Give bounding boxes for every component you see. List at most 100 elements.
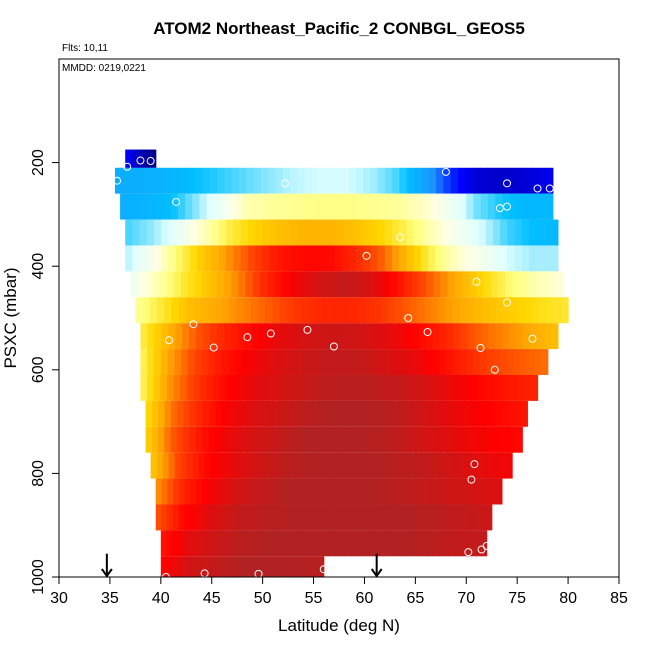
heatmap-cell-7-20 xyxy=(279,323,288,350)
heatmap-cell-4-4 xyxy=(154,245,162,272)
heatmap-cell-12-27 xyxy=(313,452,320,479)
heatmap-cell-5-6 xyxy=(173,271,182,298)
heatmap-cell-10-15 xyxy=(241,400,248,427)
heatmap-cell-11-25 xyxy=(302,426,310,453)
heatmap-cell-6-36 xyxy=(395,297,403,324)
heatmap-cell-10-55 xyxy=(495,400,503,427)
heatmap-cell-8-16 xyxy=(249,349,257,375)
heatmap-cell-7-36 xyxy=(390,323,399,350)
heatmap-cell-1-54 xyxy=(509,167,517,194)
heatmap-cell-13-33 xyxy=(346,478,353,505)
heatmap-cell-15-53 xyxy=(448,530,455,557)
heatmap-cell-13-45 xyxy=(415,478,422,505)
heatmap-cell-11-12 xyxy=(220,426,228,453)
y-tick-label-0: 200 xyxy=(30,149,47,176)
heatmap-cell-2-9 xyxy=(185,193,193,220)
heatmap-cell-2-19 xyxy=(257,193,265,220)
heatmap-cell-10-39 xyxy=(393,400,401,427)
heatmap-cell-11-33 xyxy=(352,426,360,453)
heatmap-cell-4-7 xyxy=(175,245,184,272)
heatmap-cell-8-0 xyxy=(140,349,148,375)
flight-arrow-1 xyxy=(370,553,383,578)
heatmap-cell-14-12 xyxy=(222,504,230,531)
heatmap-cell-14-20 xyxy=(267,504,274,531)
heatmap-cell-14-38 xyxy=(368,504,375,531)
heatmap-cell-3-55 xyxy=(521,219,530,246)
heatmap-cell-16-25 xyxy=(228,556,233,577)
heatmap-cell-7-58 xyxy=(543,323,552,350)
heatmap-cell-12-37 xyxy=(373,452,381,479)
heatmap-cell-3-30 xyxy=(341,219,350,246)
heatmap-cell-6-3 xyxy=(157,297,165,324)
heatmap-cell-15-28 xyxy=(312,530,319,557)
heatmap-cell-3-32 xyxy=(355,219,364,246)
heatmap-cell-5-1 xyxy=(137,271,146,298)
heatmap-cell-9-14 xyxy=(233,374,241,401)
heatmap-cell-11-29 xyxy=(327,426,335,453)
heatmap-cell-10-53 xyxy=(482,400,490,427)
heatmap-cell-1-20 xyxy=(260,167,269,194)
heatmap-cell-4-17 xyxy=(247,245,256,272)
x-tick-label-9: 75 xyxy=(508,590,526,607)
heatmap-cell-11-31 xyxy=(340,426,348,453)
heatmap-cell-13-53 xyxy=(461,478,468,505)
heatmap-cell-11-0 xyxy=(145,426,153,453)
heatmap-cell-1-22 xyxy=(275,167,284,194)
heatmap-cell-7-44 xyxy=(446,323,455,350)
heatmap-cell-2-49 xyxy=(473,193,482,220)
heatmap-cell-15-45 xyxy=(405,530,412,557)
heatmap-cell-10-42 xyxy=(412,400,420,427)
heatmap-cell-3-23 xyxy=(291,219,299,246)
heatmap-cell-16-30 xyxy=(242,556,246,577)
heatmap-cell-12-19 xyxy=(265,452,272,479)
heatmap-cell-9-34 xyxy=(365,374,373,401)
heatmap-cell-16-10 xyxy=(187,556,192,577)
heatmap-cell-7-5 xyxy=(175,323,183,350)
heatmap-cell-13-55 xyxy=(473,478,480,505)
observation-marker-15 xyxy=(472,277,481,286)
heatmap-cell-1-55 xyxy=(516,167,525,194)
heatmap-cell-12-53 xyxy=(469,452,477,479)
heatmap-cell-16-26 xyxy=(231,556,235,577)
heatmap-cell-8-32 xyxy=(357,349,366,375)
heatmap-cell-5-12 xyxy=(216,271,225,298)
heatmap-cell-7-46 xyxy=(460,323,469,350)
observation-marker-1 xyxy=(123,162,132,171)
heatmap-cell-6-11 xyxy=(214,297,223,324)
heatmap-cell-14-53 xyxy=(452,504,459,531)
heatmap-cell-14-24 xyxy=(290,504,297,531)
heatmap-cell-3-26 xyxy=(312,219,321,246)
heatmap-cell-3-6 xyxy=(168,219,177,246)
heatmap-cell-15-1 xyxy=(166,530,173,557)
heatmap-cell-1-50 xyxy=(479,167,488,194)
heatmap-cell-11-2 xyxy=(158,426,165,453)
heatmap-cell-5-52 xyxy=(505,271,514,298)
heatmap-cell-1-26 xyxy=(304,167,313,194)
heatmap-cell-14-37 xyxy=(362,504,370,531)
heatmap-cell-12-51 xyxy=(457,452,465,479)
heatmap-cell-1-31 xyxy=(341,167,350,194)
heatmap-cell-1-30 xyxy=(333,167,342,194)
heatmap-cell-2-34 xyxy=(365,193,374,220)
observation-marker-12 xyxy=(503,202,511,211)
heatmap-cell-1-4 xyxy=(144,167,153,194)
heatmap-cell-8-47 xyxy=(459,349,467,375)
heatmap-cell-7-55 xyxy=(523,323,531,350)
arrow-head-0 xyxy=(101,568,113,578)
heatmap-cell-12-7 xyxy=(192,452,200,479)
heatmap-cell-1-40 xyxy=(406,167,415,194)
heatmap-cell-6-1 xyxy=(142,297,151,324)
heatmap-cell-15-36 xyxy=(356,530,363,557)
heatmap-cell-16-16 xyxy=(204,556,208,577)
heatmap-cell-16-46 xyxy=(285,556,290,577)
heatmap-cell-8-46 xyxy=(452,349,461,375)
heatmap-cell-9-20 xyxy=(272,374,281,401)
heatmap-cell-11-6 xyxy=(183,426,191,453)
heatmap-cell-9-45 xyxy=(438,374,446,401)
heatmap-cell-7-11 xyxy=(216,323,225,350)
heatmap-cell-11-59 xyxy=(515,426,523,453)
heatmap-cell-1-14 xyxy=(217,167,226,194)
heatmap-cell-4-57 xyxy=(536,245,545,272)
heatmap-cell-11-52 xyxy=(472,426,479,453)
heatmap-cell-12-1 xyxy=(156,452,164,479)
